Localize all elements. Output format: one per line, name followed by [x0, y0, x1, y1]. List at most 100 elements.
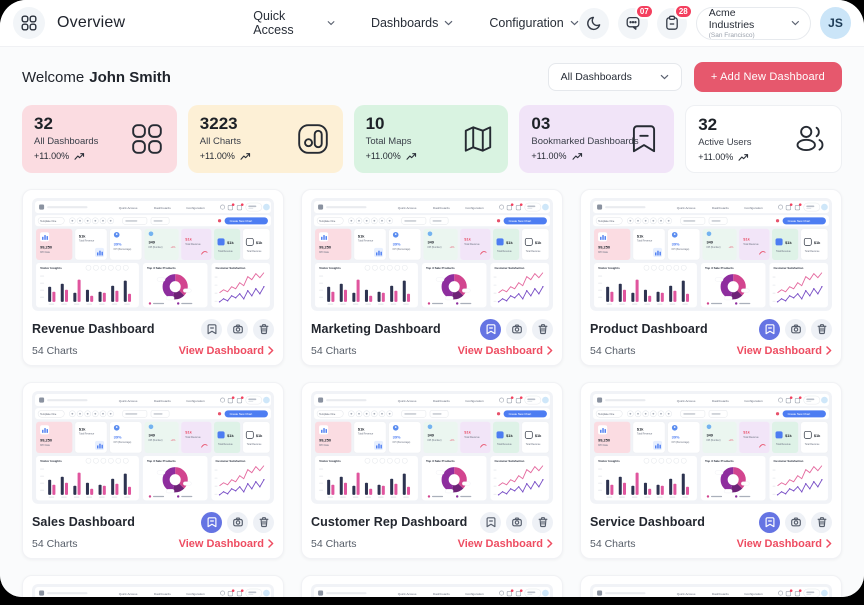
main-content: Welcome John Smith All Dashboards + Add N… [0, 47, 864, 597]
snapshot-button[interactable] [506, 318, 527, 340]
svg-text:Create New Chart: Create New Chart [230, 219, 253, 223]
map-icon [465, 126, 492, 152]
bookmark-button[interactable] [759, 318, 780, 340]
view-dashboard-link[interactable]: View Dashboard [737, 538, 832, 550]
delete-button[interactable] [532, 318, 553, 340]
svg-text:$1k: $1k [358, 233, 365, 238]
trash-icon [538, 517, 547, 528]
stat-card-total-maps: 10 Total Maps +11.00% [353, 105, 509, 173]
svg-text:39%: 39% [114, 241, 122, 246]
view-dashboard-label: View Dashboard [178, 537, 264, 550]
view-dashboard-link[interactable]: View Dashboard [179, 538, 274, 550]
add-dashboard-button[interactable]: + Add New Dashboard [693, 62, 842, 92]
svg-text:$1k: $1k [637, 233, 644, 238]
camera-icon [511, 517, 522, 527]
dashboard-grid: Quick Access Dashboards Configuration Temp… [22, 189, 842, 597]
bookmark-icon [633, 125, 656, 153]
nav-configuration[interactable]: Configuration [489, 9, 579, 37]
user-avatar[interactable]: JS [820, 7, 852, 39]
dark-mode-toggle[interactable] [578, 7, 609, 39]
svg-text:Template One: Template One [598, 412, 615, 416]
bookmark-button[interactable] [480, 511, 501, 533]
app-logo[interactable] [13, 7, 45, 39]
messages-button[interactable]: 07 [617, 3, 654, 39]
svg-text:+1%: +1% [729, 440, 734, 442]
bookmark-icon [486, 324, 495, 335]
grid-icon [132, 124, 162, 154]
page-controls: All Dashboards + Add New Dashboard [547, 62, 842, 92]
svg-text:$1k: $1k [535, 240, 542, 245]
dashboard-title: Service Dashboard [590, 515, 705, 530]
svg-text:99,250: 99,250 [40, 437, 53, 442]
bookmark-button[interactable] [759, 511, 780, 533]
delete-button[interactable] [253, 318, 274, 340]
trash-icon [817, 324, 826, 335]
account-info: Acme Industries (San Francisco) [709, 7, 782, 38]
svg-text:KPI (Number): KPI (Number) [427, 439, 441, 442]
svg-text:Top 3 Sale Products: Top 3 Sale Products [705, 266, 734, 270]
snapshot-button[interactable] [227, 318, 248, 340]
snapshot-button[interactable] [227, 511, 248, 533]
view-dashboard-link[interactable]: View Dashboard [179, 345, 274, 357]
users-icon [796, 125, 824, 152]
svg-text:349: 349 [427, 432, 434, 437]
stat-label: Bookmarked Dashboards [531, 136, 639, 147]
stat-change: +11.00% [366, 151, 497, 161]
svg-text:Total Revenue: Total Revenue [743, 436, 759, 439]
card-header: Customer Rep Dashboard [311, 511, 553, 533]
bookmark-button[interactable] [201, 318, 222, 340]
svg-text:$1k: $1k [185, 429, 192, 434]
tasks-button[interactable]: 28 [656, 3, 693, 39]
camera-icon [511, 324, 522, 334]
svg-text:$1k: $1k [785, 433, 792, 438]
snapshot-button[interactable] [785, 511, 806, 533]
dashboard-filter-select[interactable]: All Dashboards [547, 63, 682, 91]
delete-button[interactable] [532, 511, 553, 533]
nav-dashboards[interactable]: Dashboards [371, 9, 453, 37]
delete-button[interactable] [811, 511, 832, 533]
bookmark-button[interactable] [480, 318, 501, 340]
moon-icon [586, 16, 601, 31]
svg-text:Dashboards: Dashboards [712, 399, 729, 403]
stat-change-value: +11.00% [365, 151, 401, 161]
snapshot-button[interactable] [506, 511, 527, 533]
svg-text:KPI (Number): KPI (Number) [706, 439, 720, 442]
svg-text:Template One: Template One [598, 219, 615, 223]
card-actions [201, 511, 274, 533]
users-icon [794, 122, 828, 156]
svg-text:Customer Satisfaction: Customer Satisfaction [216, 459, 246, 463]
view-dashboard-link[interactable]: View Dashboard [458, 345, 553, 357]
svg-text:$1k: $1k [814, 433, 821, 438]
delete-button[interactable] [811, 318, 832, 340]
nav-quick-access[interactable]: Quick Access [253, 9, 335, 37]
svg-text:$1k: $1k [227, 433, 234, 438]
snapshot-button[interactable] [785, 318, 806, 340]
charts-count: 54 Charts [311, 344, 357, 357]
bookmark-button[interactable] [201, 511, 222, 533]
bookmark-icon [765, 324, 774, 335]
svg-text:Quick Access: Quick Access [677, 206, 696, 210]
view-dashboard-label: View Dashboard [178, 344, 264, 357]
view-dashboard-link[interactable]: View Dashboard [737, 345, 832, 357]
dashboard-card: Quick Access Dashboards Configuration Temp… [22, 381, 284, 559]
svg-text:Create New Chart: Create New Chart [509, 412, 532, 416]
svg-text:$1k: $1k [743, 429, 750, 434]
stat-change: +11.00% [698, 152, 829, 162]
view-dashboard-link[interactable]: View Dashboard [458, 538, 553, 550]
delete-button[interactable] [253, 511, 274, 533]
stat-card-all-charts: 3223 All Charts +11.00% [187, 105, 343, 173]
svg-text:Quick Access: Quick Access [119, 206, 138, 210]
svg-text:KPI (Percentage): KPI (Percentage) [393, 248, 411, 251]
account-selector[interactable]: Acme Industries (San Francisco) [695, 6, 812, 40]
svg-text:Top 3 Sale Products: Top 3 Sale Products [426, 266, 455, 270]
bookmark-icon [765, 517, 774, 528]
